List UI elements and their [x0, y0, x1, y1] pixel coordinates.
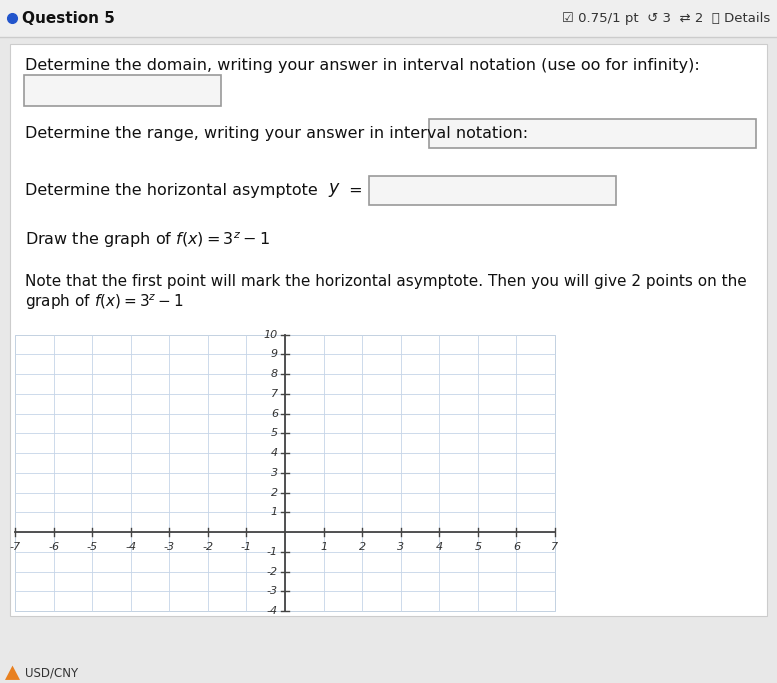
Text: ☑ 0.75/1 pt  ↺ 3  ⇄ 2  ⓘ Details: ☑ 0.75/1 pt ↺ 3 ⇄ 2 ⓘ Details	[562, 12, 770, 25]
Text: 5: 5	[474, 542, 482, 552]
Text: =: =	[344, 182, 363, 197]
FancyBboxPatch shape	[429, 120, 756, 148]
Text: 4: 4	[271, 448, 278, 458]
Text: -1: -1	[267, 547, 278, 557]
Text: Determine the horizontal asymptote: Determine the horizontal asymptote	[25, 182, 323, 197]
Text: -4: -4	[267, 606, 278, 616]
Text: -2: -2	[267, 567, 278, 576]
Text: -3: -3	[267, 586, 278, 596]
Text: Determine the domain, writing your answer in interval notation (use oo for infin: Determine the domain, writing your answe…	[25, 59, 700, 74]
Text: -7: -7	[9, 542, 20, 552]
FancyBboxPatch shape	[24, 74, 221, 106]
Text: -2: -2	[202, 542, 214, 552]
Text: Draw the graph of $f(x) = 3^z - 1$: Draw the graph of $f(x) = 3^z - 1$	[25, 231, 270, 251]
Text: 10: 10	[263, 330, 278, 339]
Text: -1: -1	[241, 542, 252, 552]
Text: 7: 7	[552, 542, 559, 552]
Text: 2: 2	[271, 488, 278, 498]
Text: Determine the range, writing your answer in interval notation:: Determine the range, writing your answer…	[25, 126, 528, 141]
Bar	[10, 44, 767, 616]
Text: Note that the first point will mark the horizontal asymptote. Then you will give: Note that the first point will mark the …	[25, 274, 747, 289]
Text: 6: 6	[271, 408, 278, 419]
Text: -4: -4	[125, 542, 136, 552]
Text: 3: 3	[271, 468, 278, 478]
Bar	[0, 0, 777, 37]
Text: Question 5: Question 5	[22, 11, 115, 26]
Text: 9: 9	[271, 350, 278, 359]
Text: 6: 6	[513, 542, 520, 552]
Text: -5: -5	[86, 542, 98, 552]
Text: 3: 3	[397, 542, 404, 552]
Text: $y$: $y$	[328, 181, 341, 199]
Text: 4: 4	[436, 542, 443, 552]
Text: 2: 2	[358, 542, 366, 552]
Text: 8: 8	[271, 369, 278, 379]
Text: 1: 1	[271, 507, 278, 517]
Text: -6: -6	[48, 542, 59, 552]
Text: -3: -3	[164, 542, 175, 552]
Text: graph of $f(x) = 3^z - 1$: graph of $f(x) = 3^z - 1$	[25, 293, 184, 312]
FancyBboxPatch shape	[369, 176, 616, 205]
Text: 5: 5	[271, 428, 278, 438]
Polygon shape	[5, 665, 20, 680]
Text: 7: 7	[271, 389, 278, 399]
Text: USD/CNY: USD/CNY	[25, 666, 78, 680]
Bar	[15, 335, 555, 611]
Text: 1: 1	[320, 542, 327, 552]
